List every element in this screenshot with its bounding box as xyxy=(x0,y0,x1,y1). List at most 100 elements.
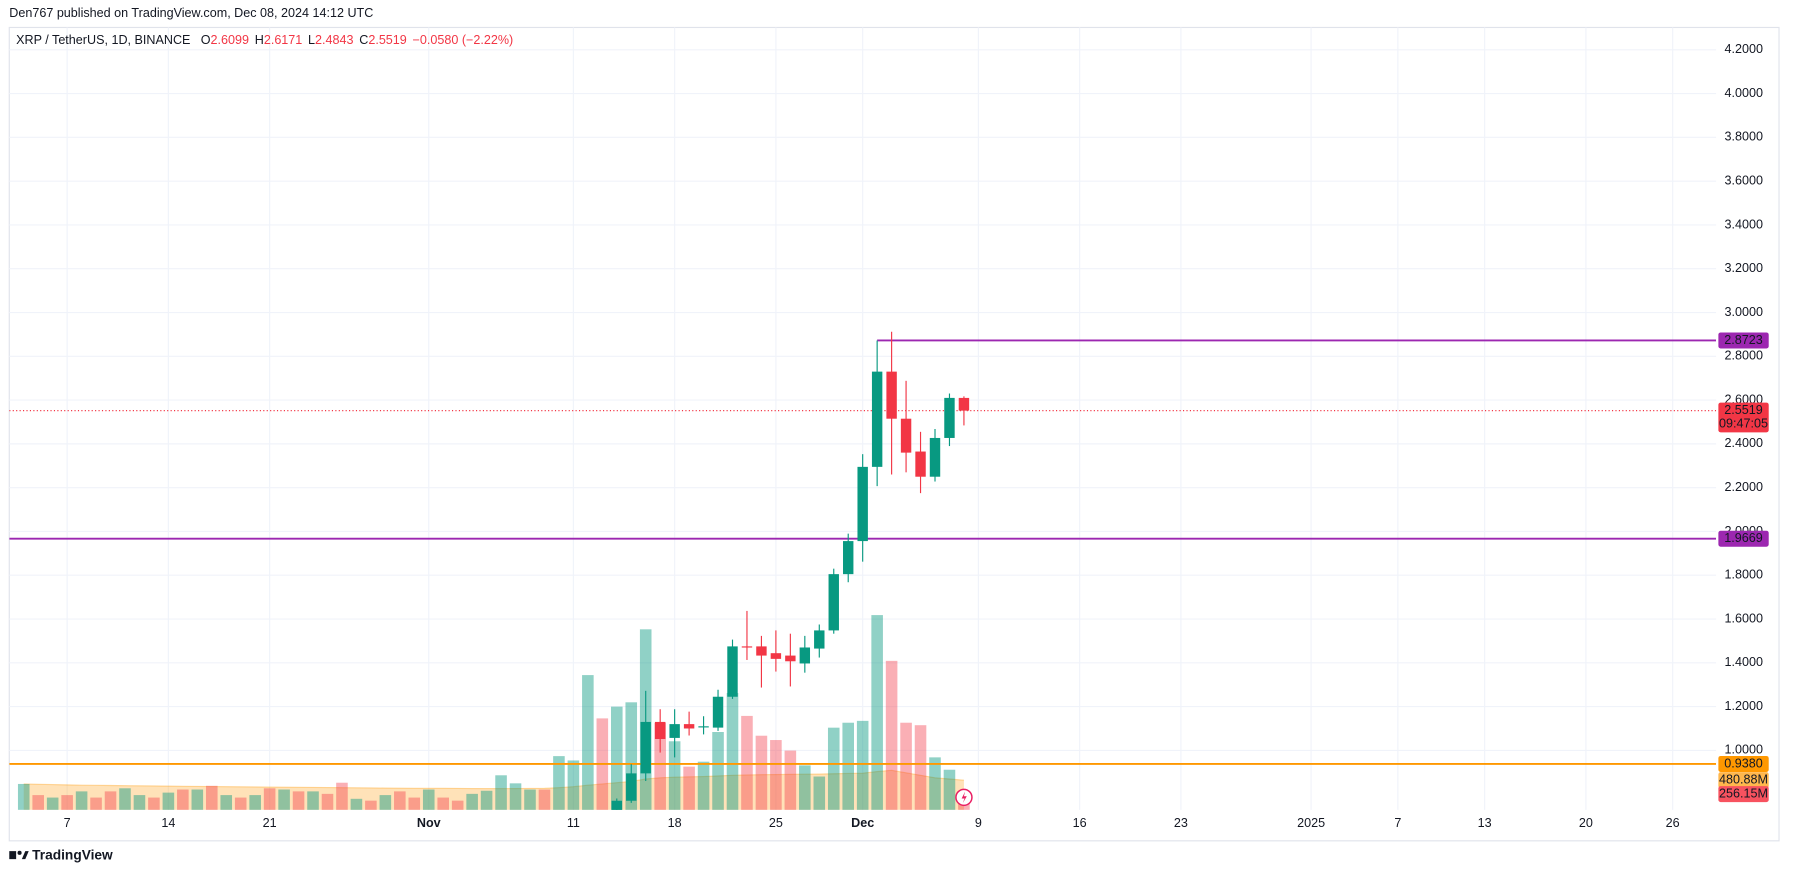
volume-ma-label: 480.88M xyxy=(1719,773,1768,787)
ohlc-value: 2.6099 xyxy=(211,34,249,48)
volume-box xyxy=(1718,786,1769,803)
volume-bar xyxy=(582,675,594,810)
volume-bar xyxy=(668,741,681,810)
volume-bar xyxy=(466,793,478,810)
symbol-header: XRP / TetherUS, 1D, BINANCE O2.6099 H2.617… xyxy=(16,34,513,48)
plot-area xyxy=(9,331,1717,810)
x-tick-label: 25 xyxy=(769,816,783,830)
y-tick-label: 1.6000 xyxy=(1725,611,1763,625)
volume-bar xyxy=(885,660,898,810)
candle-body xyxy=(683,724,695,729)
candle-body xyxy=(727,646,738,697)
candle-body xyxy=(886,371,897,419)
candle-body xyxy=(698,726,709,728)
y-tick-label: 2.8000 xyxy=(1725,349,1763,363)
volume-bar xyxy=(741,715,753,810)
logo-part xyxy=(17,850,22,855)
volume-ma-box xyxy=(1718,772,1769,789)
volume-bar xyxy=(148,797,160,810)
ohlc-label: L xyxy=(308,34,315,48)
volume-bar xyxy=(75,791,88,810)
level-box xyxy=(1718,755,1769,772)
x-tick-label: 26 xyxy=(1666,816,1680,830)
volume-bar xyxy=(61,795,73,810)
volume-bar xyxy=(249,795,261,810)
y-tick-label: 2.2000 xyxy=(1725,480,1763,494)
volume-bar xyxy=(654,722,666,810)
footer-brand: TradingView xyxy=(32,847,113,862)
volume-bar xyxy=(278,789,290,810)
volume-bar xyxy=(509,783,522,810)
volume-bar xyxy=(538,789,551,810)
x-tick-label: 9 xyxy=(975,816,982,830)
x-tick-label: 23 xyxy=(1174,816,1188,830)
y-tick-label: 1.0000 xyxy=(1725,743,1763,757)
volume-bar xyxy=(119,788,131,810)
candle-body xyxy=(712,696,724,728)
volume-bar xyxy=(263,788,276,810)
replay-icon-bolt xyxy=(961,791,967,804)
y-tick-label: 1.4000 xyxy=(1725,655,1763,669)
volume-bar xyxy=(610,706,623,810)
y-tick-label: 2.4000 xyxy=(1725,436,1763,450)
volume-bar xyxy=(799,765,811,810)
volume-bar xyxy=(408,797,421,810)
volume-bar xyxy=(104,791,117,810)
change: −0.0580 (−2.22%) xyxy=(413,34,514,48)
y-tick-label: 3.4000 xyxy=(1725,217,1763,231)
x-tick-label: 2025 xyxy=(1297,816,1325,830)
volume-bar xyxy=(900,722,912,810)
ohlc-label: C xyxy=(359,34,368,48)
logo-part xyxy=(21,851,29,860)
volume-bar xyxy=(321,793,334,810)
axes-layer: 1.00001.20001.40001.60001.80002.00002.20… xyxy=(64,42,1769,830)
publisher-line: Den767 published on TradingView.com, Dec… xyxy=(9,6,373,20)
volume-bar xyxy=(480,790,493,810)
last-price-countdown: 09:47:05 xyxy=(1719,417,1768,431)
candle-body xyxy=(654,721,666,740)
volume-bar xyxy=(784,750,797,810)
volume-bar xyxy=(234,797,247,810)
y-tick-label: 3.6000 xyxy=(1725,173,1763,187)
last-price-label: 2.5519 xyxy=(1724,403,1762,417)
volume-bar xyxy=(292,791,305,810)
x-tick-label: 7 xyxy=(64,816,71,830)
x-tick-label: 7 xyxy=(1394,816,1401,830)
ohlc-value: 2.5519 xyxy=(368,34,406,48)
volume-bar xyxy=(46,797,59,810)
volume-bar xyxy=(524,789,536,810)
candle-body xyxy=(944,397,955,438)
y-tick-label: 1.8000 xyxy=(1725,568,1763,582)
volume-bar xyxy=(842,722,855,810)
volume-bar xyxy=(350,798,363,810)
x-tick-label: 21 xyxy=(263,816,277,830)
level-label: 1.9669 xyxy=(1724,531,1762,545)
grid-layer xyxy=(9,27,1717,810)
volume-bar xyxy=(856,720,869,810)
candle-body xyxy=(640,721,651,774)
volume-bar xyxy=(914,725,927,810)
volume-bar xyxy=(683,766,695,810)
candle-body xyxy=(799,647,811,664)
volume-bar xyxy=(929,757,941,810)
candle-body xyxy=(857,466,868,542)
ohlc-value: 2.6171 xyxy=(264,34,302,48)
candle-body xyxy=(929,437,941,477)
volume-bar xyxy=(90,797,102,810)
volume-bar xyxy=(379,795,392,810)
symbol: XRP / TetherUS, 1D, BINANCE xyxy=(16,34,190,48)
x-tick-label: 13 xyxy=(1478,816,1492,830)
candle-body xyxy=(828,574,839,631)
candle-body xyxy=(756,646,767,656)
candle-body xyxy=(900,418,912,453)
volume-bar xyxy=(177,789,189,810)
volume-bar xyxy=(17,783,30,810)
x-tick-label: 18 xyxy=(668,816,682,830)
candle-body xyxy=(843,541,854,575)
volume-bar xyxy=(712,731,724,810)
volume-bar xyxy=(307,791,319,810)
volume-ma-fill xyxy=(23,770,964,810)
x-tick-label: 20 xyxy=(1579,816,1593,830)
volume-bar xyxy=(162,792,175,810)
